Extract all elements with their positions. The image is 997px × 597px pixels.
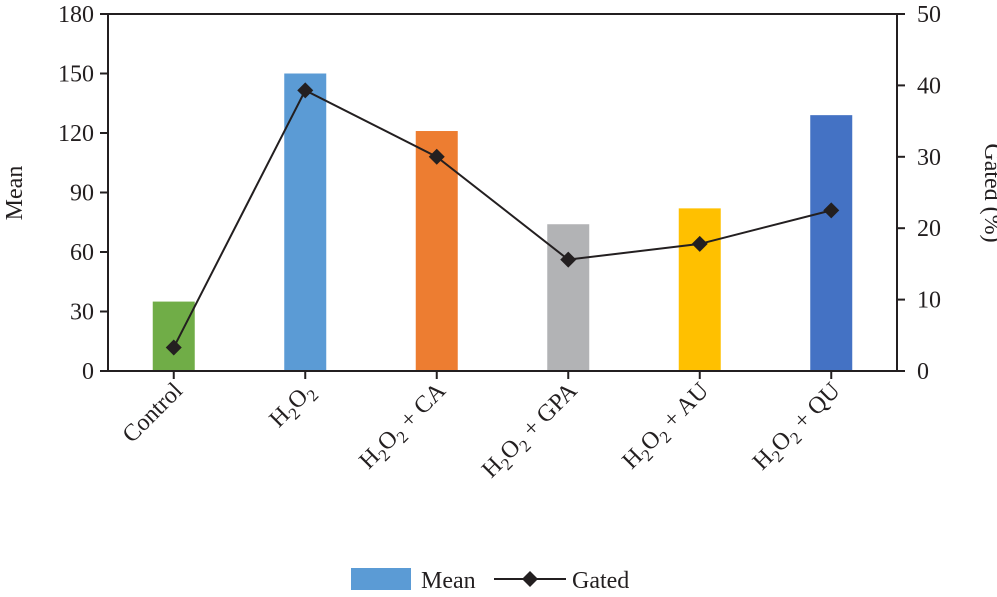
right-tick-label: 30 [917, 145, 941, 171]
legend-mean-swatch [351, 568, 411, 590]
right-tick-label: 0 [917, 359, 929, 385]
category-label-3: H2O2 + CA [354, 377, 454, 477]
left-tick-label: 90 [70, 181, 94, 207]
bar-3 [415, 131, 458, 371]
right-axis-ticks: 0 10 20 30 40 50 [897, 2, 941, 385]
legend-gated-marker [522, 571, 538, 587]
bar-series [152, 73, 853, 372]
left-axis-title: Mean [2, 166, 28, 221]
category-label-2: H2O2 [265, 378, 323, 436]
left-tick-label: 30 [70, 300, 94, 326]
left-tick-label: 150 [58, 62, 94, 88]
category-label-6: H2O2 + QU [748, 378, 848, 478]
category-label-5: H2O2 + AU [617, 378, 716, 477]
gated-marker-3 [428, 148, 445, 165]
right-tick-label: 50 [917, 2, 941, 28]
bar-5 [678, 208, 721, 371]
right-tick-label: 20 [917, 216, 941, 242]
gated-marker-6 [823, 202, 840, 219]
axes [107, 13, 898, 379]
left-tick-label: 120 [58, 121, 94, 147]
category-label-1: Control [118, 378, 188, 448]
left-tick-label: 0 [82, 359, 94, 385]
left-tick-label: 180 [58, 2, 94, 28]
gated-marker-1 [165, 339, 182, 356]
gated-marker-2 [297, 82, 314, 99]
bar-4 [547, 224, 590, 371]
category-label-4: H2O2 + GPA [477, 377, 586, 486]
legend-mean-label: Mean [421, 568, 476, 594]
legend: Mean Gated [351, 568, 629, 594]
gated-marker-5 [691, 235, 708, 252]
left-axis-ticks: 0 30 60 90 120 150 180 [58, 2, 108, 385]
legend-gated-label: Gated [572, 568, 629, 594]
gated-line [172, 89, 832, 348]
bar-1 [152, 301, 195, 371]
right-axis-title: Gated (%) [979, 143, 997, 242]
right-tick-label: 40 [917, 73, 941, 99]
right-tick-label: 10 [917, 288, 941, 314]
bar-6 [810, 115, 853, 372]
gated-marker-4 [560, 251, 577, 268]
line-series [165, 82, 840, 356]
left-tick-label: 60 [70, 240, 94, 266]
bar-2 [284, 73, 327, 371]
